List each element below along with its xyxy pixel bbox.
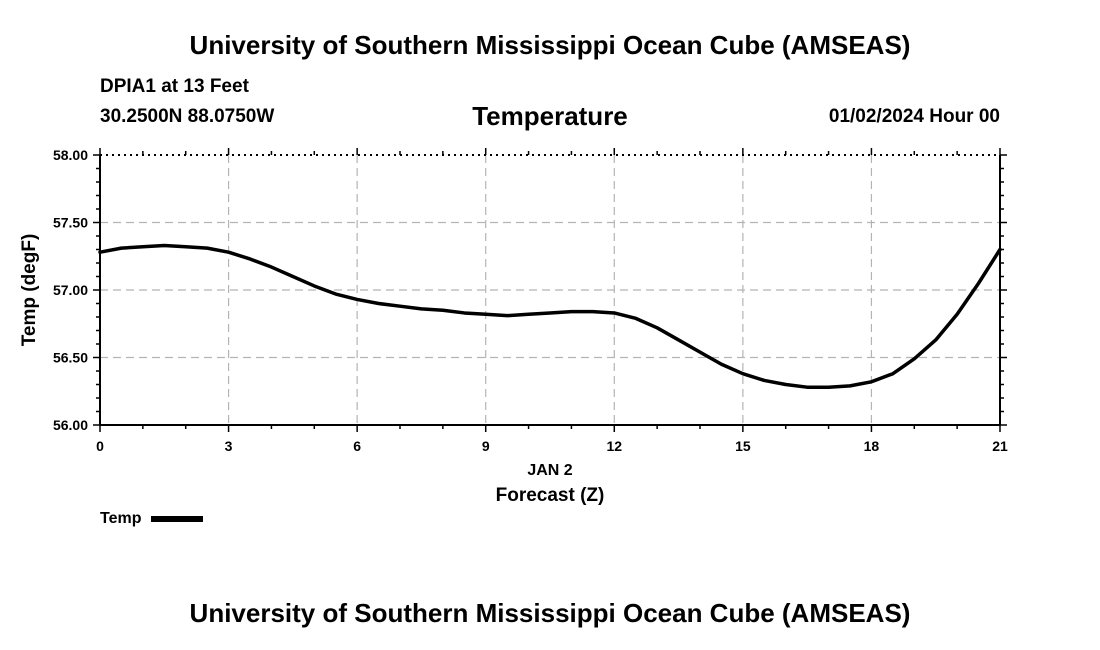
chart-ticks xyxy=(93,148,1007,432)
forecast-datetime: 01/02/2024 Hour 00 xyxy=(828,106,1000,127)
x-axis-date-label: JAN 2 xyxy=(527,462,572,479)
chart-title: Temperature xyxy=(472,101,628,131)
y-tick-labels: 56.00 56.50 57.00 57.50 58.00 xyxy=(53,147,88,433)
footer-title: University of Southern Mississippi Ocean… xyxy=(189,598,911,628)
page-title: University of Southern Mississippi Ocean… xyxy=(189,30,911,60)
legend-line-swatch xyxy=(151,516,204,522)
legend-label: Temp xyxy=(100,510,142,527)
x-tick-labels: 0 3 6 9 12 15 18 21 xyxy=(96,438,1008,454)
x-tick-label: 21 xyxy=(992,438,1008,454)
station-label: DPIA1 at 13 Feet xyxy=(100,76,249,97)
y-tick-label: 57.00 xyxy=(53,282,88,298)
coordinates-label: 30.2500N 88.0750W xyxy=(100,106,275,127)
x-tick-label: 12 xyxy=(606,438,622,454)
y-tick-label: 57.50 xyxy=(53,215,88,231)
y-tick-label: 56.50 xyxy=(53,350,88,366)
chart-series xyxy=(98,243,1002,389)
series-line-temp xyxy=(98,243,1002,389)
y-axis-label: Temp (degF) xyxy=(19,234,40,347)
x-tick-label: 3 xyxy=(225,438,233,454)
x-tick-label: 0 xyxy=(96,438,104,454)
chart-grid xyxy=(100,155,1000,425)
x-axis-label: Forecast (Z) xyxy=(496,485,605,506)
y-tick-label: 56.00 xyxy=(53,417,88,433)
x-tick-label: 18 xyxy=(864,438,880,454)
chart-legend: Temp xyxy=(100,510,204,528)
y-tick-label: 58.00 xyxy=(53,147,88,163)
x-tick-label: 15 xyxy=(735,438,751,454)
x-tick-label: 6 xyxy=(353,438,361,454)
x-tick-label: 9 xyxy=(482,438,490,454)
